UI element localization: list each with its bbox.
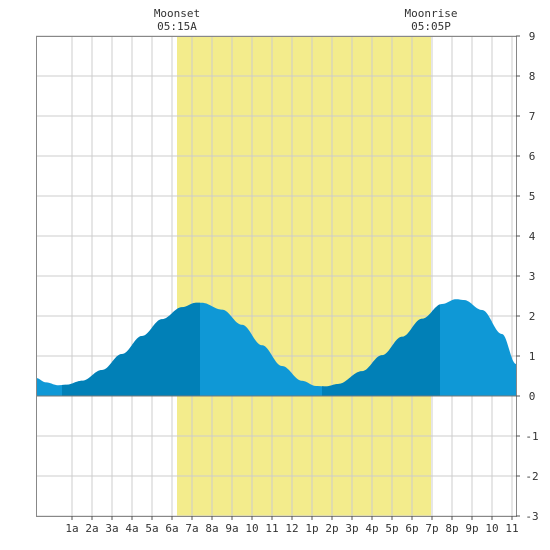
tide-area-dark <box>62 302 200 396</box>
x-tick-label: 11 <box>265 522 278 535</box>
x-tick-label: 6a <box>165 522 178 535</box>
y-tick-label: 6 <box>529 150 536 163</box>
x-tick-label: 4p <box>365 522 378 535</box>
x-axis-labels: 1a 2a 3a 4a 5a 6a 7a 8a 9a 10 11 12 1p 2p 3p 4p 5p 6p 7p 8p… <box>65 522 518 535</box>
y-tick-label: 9 <box>529 30 536 43</box>
x-tick-label: 7a <box>185 522 198 535</box>
x-tick-label: 8a <box>205 522 218 535</box>
y-axis-labels: -3 -2 -1 0 1 2 3 4 5 6 7 8 9 <box>525 30 538 523</box>
x-tick-label: 6p <box>405 522 418 535</box>
y-tick-label: -3 <box>525 510 538 523</box>
x-tick-label: 8p <box>445 522 458 535</box>
x-tick-label: 2a <box>85 522 98 535</box>
x-tick-label: 3a <box>105 522 118 535</box>
y-tick-label: -1 <box>525 430 538 443</box>
moon-event-time: 05:15A <box>157 20 197 33</box>
tide-area-dark <box>322 304 440 396</box>
y-tick-label: 8 <box>529 70 536 83</box>
axis-ticks <box>71 35 520 520</box>
moon-event-name: Moonset <box>154 7 200 20</box>
x-tick-label: 12 <box>285 522 298 535</box>
moon-event-name: Moonrise <box>405 7 458 20</box>
y-tick-label: -2 <box>525 470 538 483</box>
x-tick-label: 11 <box>505 522 518 535</box>
y-tick-label: 7 <box>529 110 536 123</box>
x-tick-label: 1p <box>305 522 318 535</box>
x-tick-label: 10 <box>485 522 498 535</box>
y-tick-label: 4 <box>529 230 536 243</box>
y-tick-label: 1 <box>529 350 536 363</box>
x-tick-label: 10 <box>245 522 258 535</box>
x-tick-label: 5a <box>145 522 158 535</box>
y-tick-label: 3 <box>529 270 536 283</box>
y-tick-label: 0 <box>529 390 536 403</box>
x-tick-label: 4a <box>125 522 138 535</box>
x-tick-label: 2p <box>325 522 338 535</box>
x-tick-label: 9p <box>465 522 478 535</box>
x-tick-label: 3p <box>345 522 358 535</box>
x-tick-label: 5p <box>385 522 398 535</box>
x-tick-label: 7p <box>425 522 438 535</box>
x-tick-label: 1a <box>65 522 78 535</box>
moon-event-time: 05:05P <box>411 20 451 33</box>
tide-area <box>36 299 516 396</box>
y-tick-label: 5 <box>529 190 536 203</box>
y-tick-label: 2 <box>529 310 536 323</box>
x-tick-label: 9a <box>225 522 238 535</box>
